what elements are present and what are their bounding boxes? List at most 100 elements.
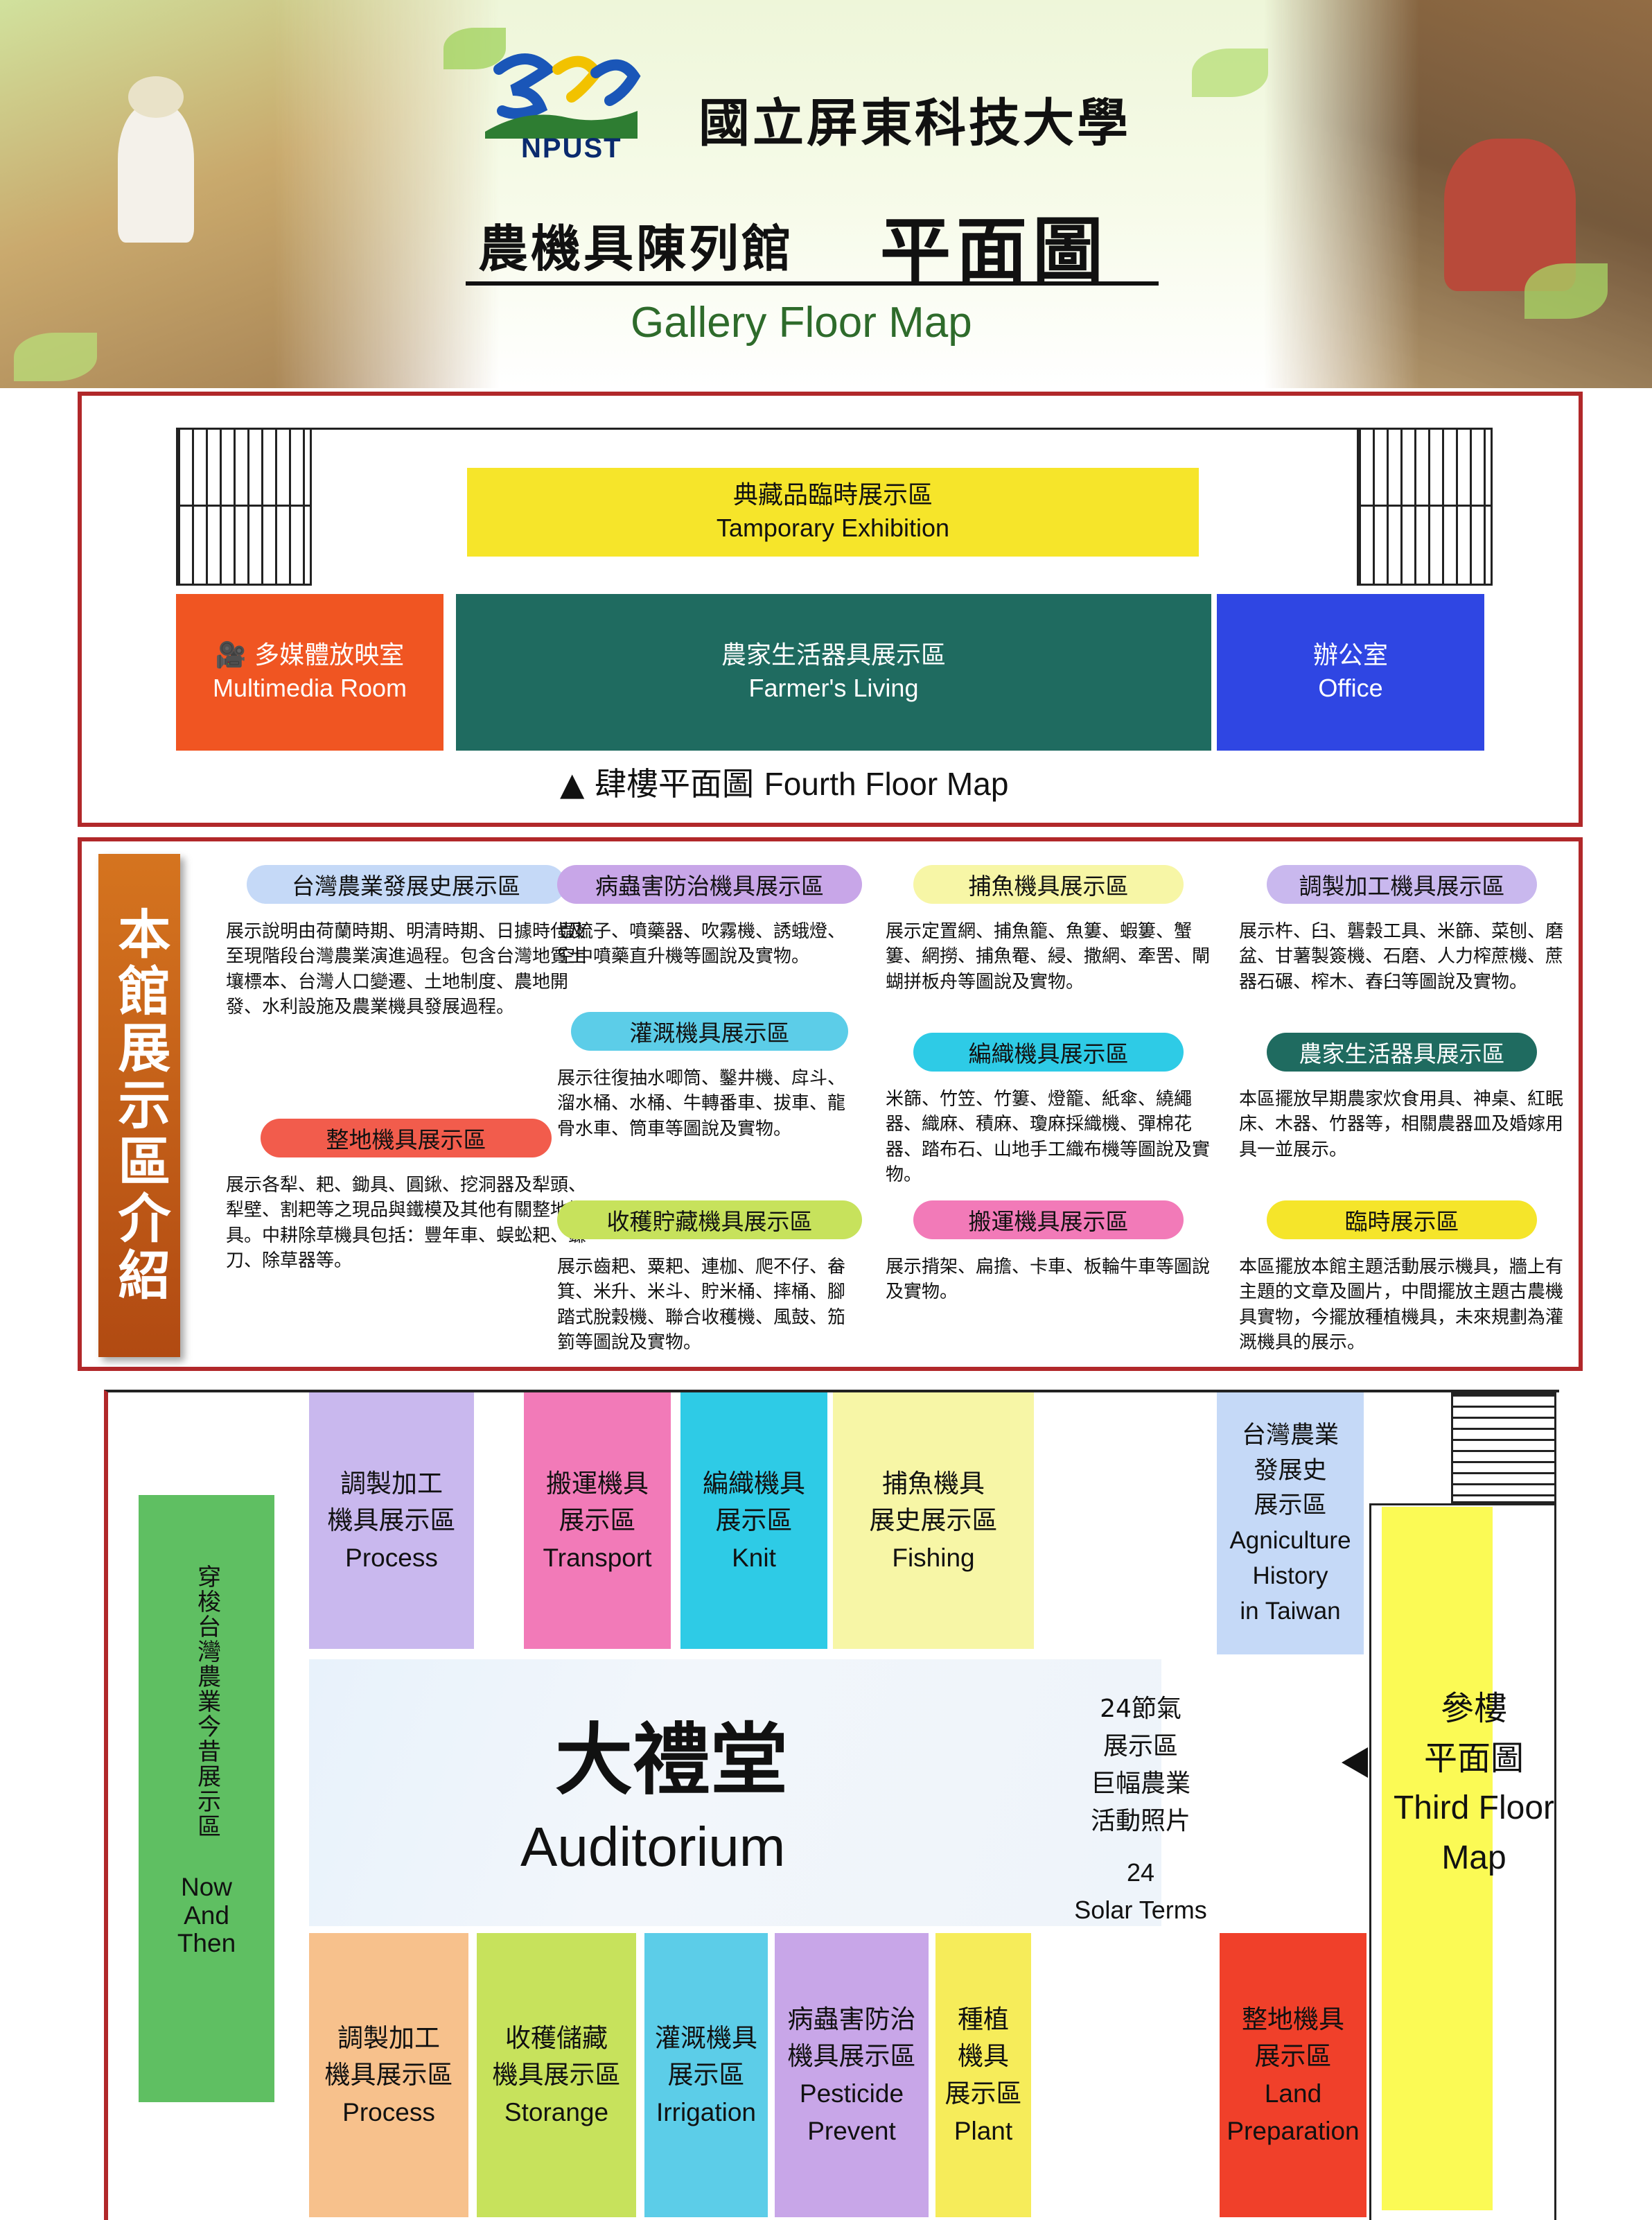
- solar-label-cn: 展示區: [1102, 1732, 1178, 1760]
- farmer-hat: [128, 76, 184, 118]
- room-harvest-storage[interactable]: 收穫儲藏 機具展示區 Storange: [477, 1933, 636, 2217]
- room-label-cn: 穿梭台灣農業今昔展示區: [193, 1564, 221, 1839]
- arrow-left-icon: [1342, 1747, 1368, 1778]
- zone-title: 捕魚機具展示區: [913, 865, 1184, 904]
- zone-description: 展示定置網、捕魚籠、魚簍、蝦簍、蟹簍、網撈、捕魚罨、綅、撒網、牽罟、閘蝴拼板舟等…: [886, 921, 1211, 993]
- room-label-en: Preparation: [1227, 2116, 1360, 2145]
- room-process-bottom[interactable]: 調製加工 機具展示區 Process: [309, 1933, 468, 2217]
- room-label-cn: 展示區: [667, 2060, 745, 2090]
- room-temporary-exhibition[interactable]: 典藏品臨時展示區 Tamporary Exhibition: [467, 468, 1199, 557]
- page-title-cn: 農機具陳列館: [478, 220, 795, 278]
- room-label-cn: 病蟲害防治: [787, 2004, 916, 2034]
- room-label-en: Process: [342, 2097, 435, 2126]
- zone-farmers-living: 農家生活器具展示區 本區擺放早期農家炊食用具、神桌、紅眠床、木器、竹器等，相關農…: [1239, 1033, 1565, 1162]
- wall-outline: [176, 428, 1493, 430]
- page-title-big: 平面圖: [880, 210, 1109, 292]
- room-agriculture-history[interactable]: 台灣農業 發展史 展示區 Agniculture History in Taiw…: [1217, 1392, 1364, 1654]
- room-label-en: in Taiwan: [1240, 1597, 1341, 1625]
- room-label-cn: 機具展示區: [787, 2041, 916, 2072]
- leaf-decoration: [1524, 263, 1608, 319]
- room-multimedia[interactable]: 🎥 多媒體放映室 Multimedia Room: [176, 594, 443, 751]
- zone-process: 調製加工機具展示區 展示杵、臼、礱穀工具、米篩、菜刨、磨盆、甘薯製簽機、石磨、人…: [1239, 865, 1565, 995]
- zone-fishing: 捕魚機具展示區 展示定置網、捕魚籠、魚簍、蝦簍、蟹簍、網撈、捕魚罨、綅、撒網、牽…: [886, 865, 1211, 995]
- zone-title: 整地機具展示區: [261, 1119, 552, 1157]
- auditorium-label-en: Auditorium: [520, 1816, 786, 1878]
- room-label-cn: 捕魚機具: [882, 1468, 985, 1498]
- room-process-top[interactable]: 調製加工 機具展示區 Process: [309, 1392, 474, 1649]
- zone-description: 展示揹架、扁擔、卡車、板輪牛車等圖說及實物。: [886, 1257, 1211, 1303]
- room-label-cn: 調製加工: [337, 2022, 440, 2053]
- room-irrigation[interactable]: 灌溉機具 展示區 Irrigation: [644, 1933, 768, 2217]
- auditorium-label-cn: 大禮堂: [555, 1715, 788, 1806]
- room-label-cn: 搬運機具: [546, 1468, 649, 1498]
- room-label-cn: 展示區: [1254, 2041, 1332, 2072]
- room-pesticide[interactable]: 病蟲害防治 機具展示區 Pesticide Prevent: [775, 1933, 929, 2217]
- room-label-en: Now And Then: [177, 1873, 236, 1958]
- logo-text: NPUST: [521, 133, 622, 164]
- staircase: [1451, 1392, 1556, 1503]
- room-label-en: Office: [1318, 674, 1383, 702]
- room-label-cn: 🎥 多媒體放映室: [215, 641, 405, 670]
- room-label-en: Irrigation: [656, 2097, 756, 2126]
- zone-harvest-storage: 收穫貯藏機具展示區 展示齒耙、粟耙、連枷、爬不仔、畚箕、米升、米斗、貯米桶、摔桶…: [557, 1200, 862, 1356]
- zone-title: 調製加工機具展示區: [1267, 865, 1537, 904]
- room-label-cn: 種植: [958, 2004, 1009, 2034]
- auditorium-area[interactable]: [309, 1659, 1161, 1926]
- leaf-decoration: [443, 28, 506, 69]
- solar-label-en: Solar Terms: [1074, 1896, 1207, 1924]
- room-land-preparation[interactable]: 整地機具 展示區 Land Preparation: [1220, 1933, 1367, 2217]
- zone-pesticide: 病蟲害防治機具展示區 蟲梳子、噴藥器、吹霧機、誘蛾燈、空中噴藥直升機等圖說及實物…: [557, 865, 862, 970]
- room-label-cn: 編織機具: [703, 1468, 805, 1498]
- solar-label-cn: 24節氣: [1100, 1695, 1181, 1723]
- zone-title: 搬運機具展示區: [913, 1200, 1184, 1239]
- room-office[interactable]: 辦公室 Office: [1217, 594, 1484, 751]
- room-label-en: Process: [345, 1543, 438, 1572]
- room-label-en: Pesticide: [799, 2079, 904, 2108]
- room-label-cn: 整地機具: [1242, 2004, 1344, 2034]
- room-label-en: Storange: [504, 2097, 609, 2126]
- zone-description: 本區擺放本館主題活動展示機具，牆上有主題的文章及圖片，中間擺放主題古農機具實物，…: [1239, 1257, 1564, 1354]
- room-label-en: Fishing: [892, 1543, 975, 1572]
- room-label-en: Transport: [543, 1543, 652, 1572]
- zone-history: 台灣農業發展史展示區 展示說明由荷蘭時期、明清時期、日據時代及至現階段台灣農業演…: [226, 865, 586, 1020]
- room-label-cn: 機具展示區: [327, 1505, 456, 1536]
- room-now-and-then[interactable]: 穿梭台灣農業今昔展示區 Now And Then: [139, 1495, 274, 2102]
- weaver-photo: [1264, 0, 1652, 388]
- room-farmers-living[interactable]: 農家生活器具展示區 Farmer's Living: [456, 594, 1211, 751]
- zone-land-preparation: 整地機具展示區 展示各犁、耙、鋤具、圓鍬、挖洞器及犁頭、犁壁、割耙等之現品與鐵模…: [226, 1119, 586, 1274]
- room-label-cn: 典藏品臨時展示區: [732, 481, 933, 510]
- room-label-en: Land: [1264, 2079, 1322, 2108]
- room-plant[interactable]: 種植 機具 展示區 Plant: [935, 1933, 1031, 2217]
- farmer-photo: [0, 0, 499, 388]
- university-name: 國立屏東科技大學: [698, 94, 1131, 153]
- zone-title: 灌溉機具展示區: [571, 1012, 848, 1051]
- page-title-en: Gallery Floor Map: [631, 299, 972, 347]
- zone-title: 收穫貯藏機具展示區: [557, 1200, 862, 1239]
- third-floor-map-panel: [1382, 1507, 1493, 2210]
- room-label-cn: 展示區: [944, 2079, 1022, 2108]
- wall-outline: [1369, 1503, 1556, 2220]
- room-label-en: Multimedia Room: [212, 674, 407, 702]
- staircase-right: [1357, 428, 1493, 586]
- room-transport[interactable]: 搬運機具 展示區 Transport: [524, 1392, 671, 1649]
- room-knit[interactable]: 編織機具 展示區 Knit: [680, 1392, 827, 1649]
- solar-label-en: 24: [1126, 1858, 1155, 1887]
- zone-irrigation: 灌溉機具展示區 展示往復抽水唧筒、鑿井機、戽斗、溜水桶、水桶、牛轉番車、拔車、龍…: [557, 1012, 862, 1142]
- solar-terms-area[interactable]: 24節氣 展示區 巨幅農業 活動照片 24 Solar Terms: [1037, 1690, 1245, 1929]
- zone-description: 米篩、竹笠、竹簍、燈籠、紙傘、繞繩器、織麻、積麻、瓊麻採織機、彈棉花器、踏布石、…: [886, 1089, 1211, 1186]
- leaf-decoration: [1192, 49, 1268, 97]
- farmer-figure: [118, 104, 194, 243]
- room-label-cn: 機具展示區: [324, 2060, 453, 2090]
- fourth-floor-caption: ▲ 肆樓平面圖 Fourth Floor Map: [560, 765, 1009, 803]
- room-label-cn: 機具展示區: [492, 2060, 621, 2090]
- room-label-en: History: [1252, 1562, 1328, 1589]
- zone-description: 蟲梳子、噴藥器、吹霧機、誘蛾燈、空中噴藥直升機等圖說及實物。: [557, 921, 846, 968]
- room-label-en: Plant: [954, 2116, 1013, 2145]
- room-fishing[interactable]: 捕魚機具 展史展示區 Fishing: [833, 1392, 1034, 1649]
- title-divider: [466, 281, 1159, 286]
- leaf-decoration: [14, 333, 97, 381]
- third-floor-label: 參樓 平面圖 Third Floor Map: [1393, 1689, 1555, 1876]
- zone-description: 展示杵、臼、礱穀工具、米篩、菜刨、磨盆、甘薯製簽機、石磨、人力榨蔗機、蔗器石碾、…: [1239, 921, 1564, 993]
- zone-description: 展示齒耙、粟耙、連枷、爬不仔、畚箕、米升、米斗、貯米桶、摔桶、腳踏式脫穀機、聯合…: [557, 1257, 846, 1354]
- video-camera-icon: 🎥: [215, 641, 255, 670]
